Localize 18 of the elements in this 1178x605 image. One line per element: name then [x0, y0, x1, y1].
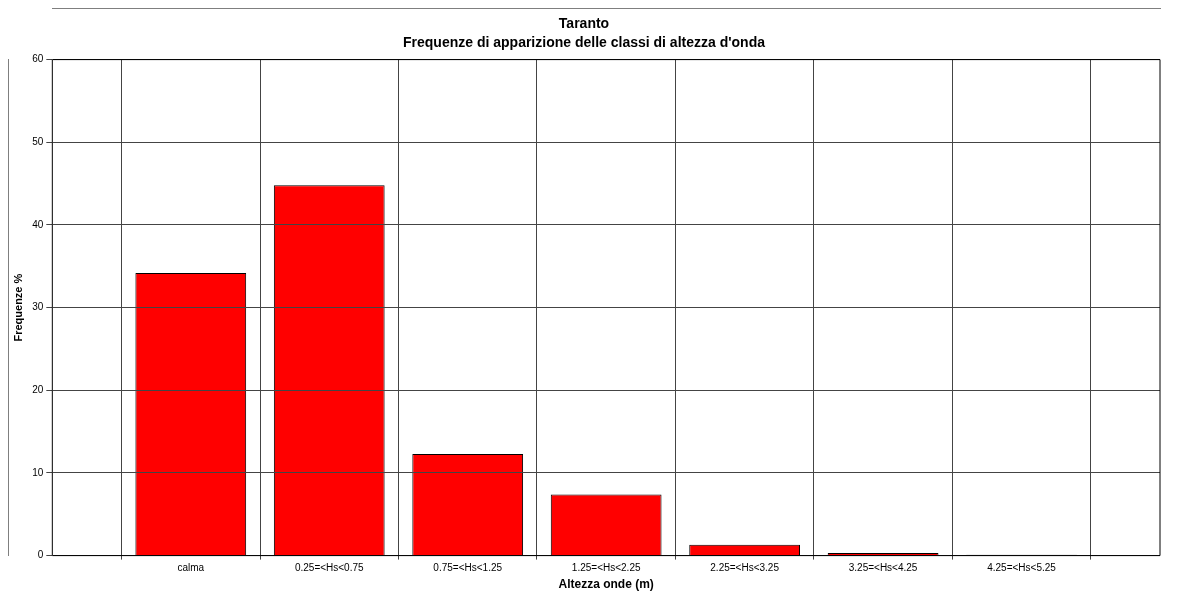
y-tick-label: 10: [32, 466, 44, 478]
y-tick-label: 40: [32, 218, 44, 230]
y-tick-label: 50: [32, 136, 44, 148]
x-tick-label: 0.25=<Hs<0.75: [294, 562, 365, 574]
y-tick-label: 20: [32, 384, 44, 396]
y-axis-title: Frequenze %: [11, 273, 24, 342]
x-tick-label: 1.25=<Hs<2.25: [571, 562, 641, 574]
x-tick-label: 4.25=<Hs<5.25: [987, 562, 1057, 574]
x-tick-label: 2.25=<Hs<3.25: [710, 562, 780, 574]
x-tick-label: calma: [177, 562, 205, 574]
chart-title: Taranto: [558, 15, 610, 32]
y-tick-label: 30: [32, 301, 44, 313]
chart-subtitle: Frequenze di apparizione delle classi di altezza d'onda: [403, 34, 766, 51]
y-tick-label: 0: [37, 549, 44, 561]
x-tick-label: 3.25=<Hs<4.25: [848, 562, 918, 574]
x-tick-label: 0.75=<Hs<1.25: [433, 562, 503, 574]
x-axis-title: Altezza onde (m): [558, 577, 654, 592]
y-tick-label: 60: [32, 53, 44, 65]
